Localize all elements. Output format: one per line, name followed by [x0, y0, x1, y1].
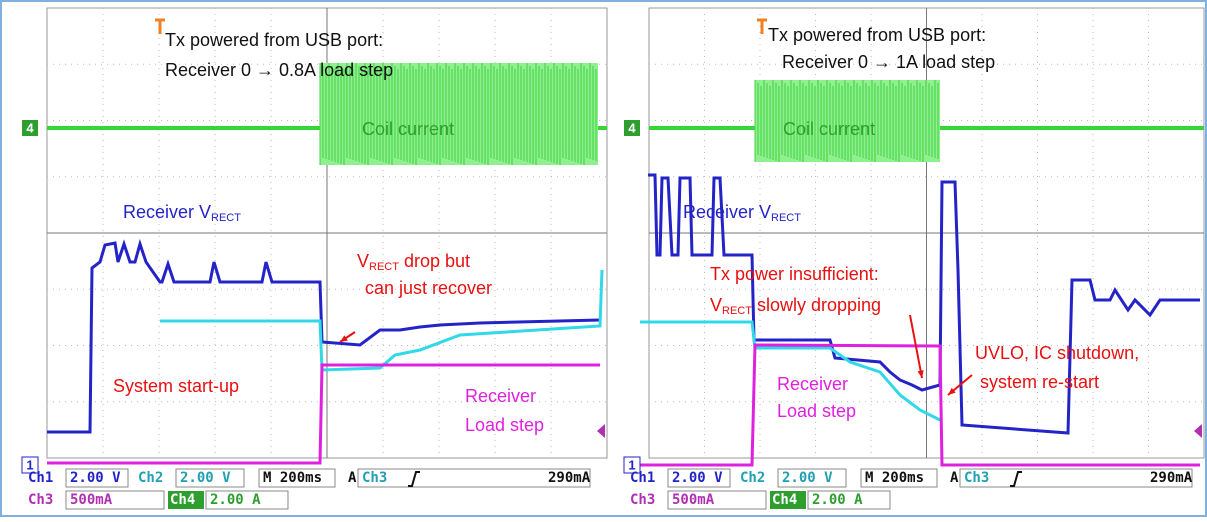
- status-ch4-scale: 2.00 A: [812, 492, 863, 508]
- annotation-text: Tx power insufficient:: [710, 264, 879, 284]
- annotation-text: Load step: [777, 401, 856, 421]
- annotation-text: System start-up: [113, 376, 239, 396]
- annotation-text: Receiver V: [123, 202, 211, 222]
- annotation-sub: RECT: [771, 212, 801, 224]
- annotation-sub: RECT: [369, 261, 399, 273]
- ch4-marker: 4: [26, 120, 34, 135]
- status-ch4-label: Ch4: [772, 492, 797, 508]
- status-ch1-label: Ch1: [28, 470, 53, 486]
- annotation-text: UVLO, IC shutdown,: [975, 343, 1139, 363]
- status-ch4-scale: 2.00 A: [210, 492, 261, 508]
- annotation: Load step: [777, 401, 856, 421]
- annotation: can just recover: [365, 278, 492, 298]
- status-trigger-level: 290mA: [1150, 470, 1193, 486]
- status-ch2-scale: 2.00 V: [782, 470, 833, 486]
- annotation-text: system re-start: [980, 372, 1099, 392]
- annotation: Receiver: [777, 374, 848, 394]
- annotation-text: V: [710, 295, 722, 315]
- annotation-text: Tx powered from USB port:: [165, 30, 383, 50]
- status-ch3-label: Ch3: [630, 492, 655, 508]
- status-ch4-label: Ch4: [170, 492, 195, 508]
- annotation: Tx power insufficient:: [710, 264, 879, 284]
- status-ch3-label: Ch3: [28, 492, 53, 508]
- annotation-text: Tx powered from USB port:: [768, 25, 986, 45]
- annotation-text: Coil current: [783, 119, 875, 139]
- status-ch2-label: Ch2: [138, 470, 163, 486]
- annotation-text: Receiver V: [683, 202, 771, 222]
- annotation: Receiver 0 → 0.8A load step: [165, 60, 393, 80]
- scope-screenshots: 41Tx powered from USB port:Receiver 0 → …: [0, 0, 1207, 517]
- status-trigger-mode: A: [950, 470, 959, 486]
- annotation: Coil current: [783, 119, 875, 139]
- status-trigger-source: Ch3: [362, 470, 387, 486]
- ch4-marker: 4: [628, 120, 636, 135]
- status-ch1-scale: 2.00 V: [70, 470, 121, 486]
- status-ch2-scale: 2.00 V: [180, 470, 231, 486]
- annotation: Coil current: [362, 119, 454, 139]
- status-timebase: M 200ms: [263, 470, 322, 486]
- annotation-text: Coil current: [362, 119, 454, 139]
- annotation-after: drop but: [399, 251, 470, 271]
- annotation: system re-start: [980, 372, 1099, 392]
- status-trigger-mode: A: [348, 470, 357, 486]
- annotation: Tx powered from USB port:: [165, 30, 383, 50]
- annotation: UVLO, IC shutdown,: [975, 343, 1139, 363]
- annotation-text: Receiver 0 → 0.8A load step: [165, 60, 393, 80]
- annotation-text: Receiver: [465, 386, 536, 406]
- annotation-text: Load step: [465, 415, 544, 435]
- annotation-text: Receiver: [777, 374, 848, 394]
- status-ch2-label: Ch2: [740, 470, 765, 486]
- annotation: Tx powered from USB port:: [768, 25, 986, 45]
- status-ch1-label: Ch1: [630, 470, 655, 486]
- status-ch1-scale: 2.00 V: [672, 470, 723, 486]
- annotation-sub: RECT: [211, 212, 241, 224]
- status-ch3-scale: 500mA: [672, 492, 715, 508]
- annotation-text: can just recover: [365, 278, 492, 298]
- status-trigger-level: 290mA: [548, 470, 591, 486]
- annotation: System start-up: [113, 376, 239, 396]
- annotation: Receiver 0 → 1A load step: [782, 52, 995, 72]
- annotation-text: Receiver 0 → 1A load step: [782, 52, 995, 72]
- annotation-after: slowly dropping: [752, 295, 881, 315]
- annotation-text: V: [357, 251, 369, 271]
- status-timebase: M 200ms: [865, 470, 924, 486]
- annotation-sub: RECT: [722, 305, 752, 317]
- annotation: Load step: [465, 415, 544, 435]
- status-ch3-scale: 500mA: [70, 492, 113, 508]
- status-trigger-source: Ch3: [964, 470, 989, 486]
- annotation: Receiver: [465, 386, 536, 406]
